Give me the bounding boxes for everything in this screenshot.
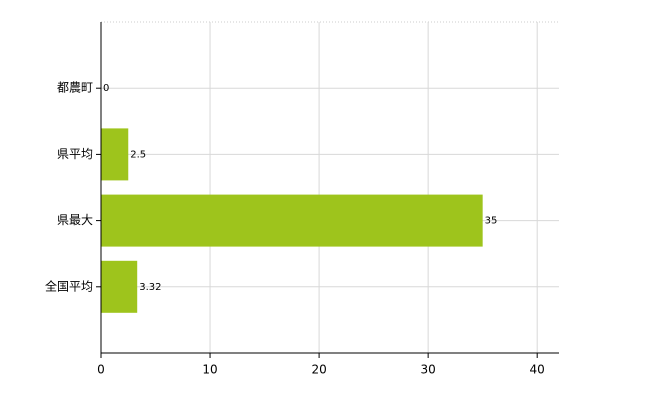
value-label: 2.5 — [130, 149, 146, 160]
y-tick-label: 県最大 — [57, 213, 93, 227]
value-label: 35 — [485, 216, 498, 227]
x-tick-label: 30 — [421, 363, 436, 377]
bar — [101, 194, 483, 247]
y-tick-label: 都農町 — [57, 81, 93, 95]
bar — [101, 260, 138, 313]
y-tick-label: 県平均 — [57, 147, 93, 161]
x-tick-label: 10 — [202, 363, 217, 377]
value-label: 0 — [103, 83, 109, 94]
bar — [101, 128, 129, 181]
x-tick-label: 40 — [530, 363, 545, 377]
value-label: 3.32 — [139, 282, 161, 293]
y-tick-label: 全国平均 — [45, 278, 93, 293]
x-tick-label: 0 — [97, 363, 105, 377]
x-tick-label: 20 — [311, 363, 326, 377]
